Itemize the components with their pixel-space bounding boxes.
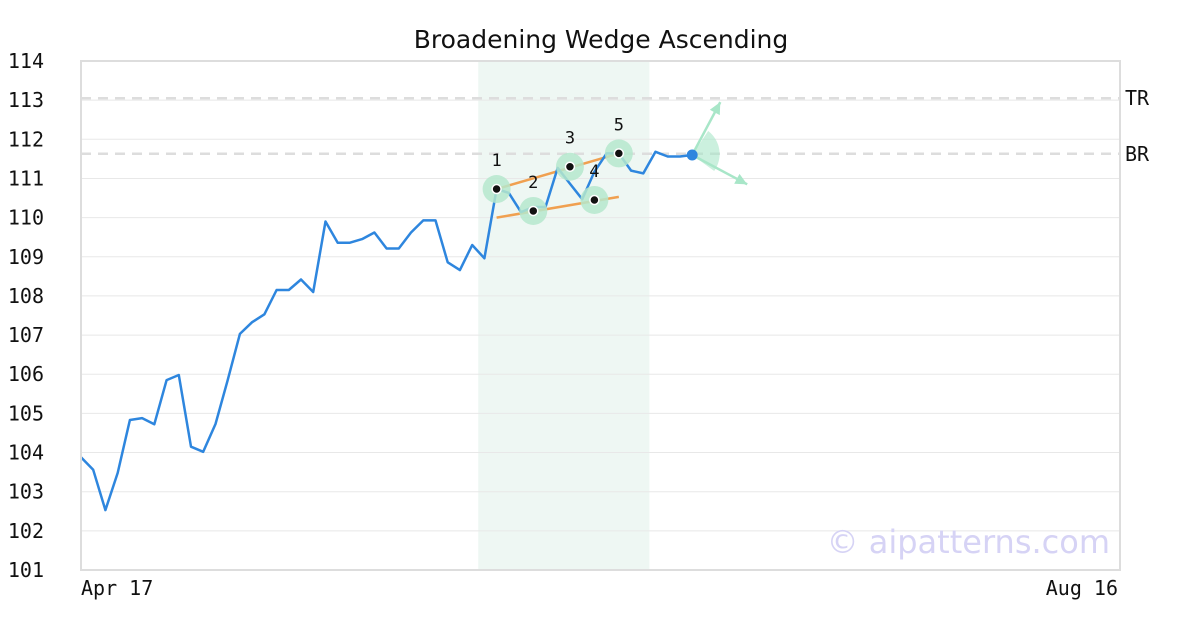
projection-up-arrow [709,102,721,116]
x-tick-start: Apr 17 [81,576,153,600]
y-tick-label: 107 [8,323,44,347]
y-tick-label: 112 [8,127,44,151]
pattern-point-1 [491,183,502,195]
plot-border [80,60,1121,571]
plot-frame [80,60,1121,571]
y-tick-label: 101 [8,558,44,582]
pattern-point-label: 4 [589,162,599,182]
pattern-point-label: 2 [528,173,538,193]
series-line [80,150,693,512]
y-tick-label: 103 [8,480,44,504]
y-tick-label: 105 [8,401,44,425]
y-tick-label: 108 [8,284,44,308]
y-tick-label: 110 [8,206,44,230]
pattern-point-5 [613,148,625,159]
y-tick-label: 111 [8,166,44,190]
pattern-point-label: 1 [491,151,501,171]
chart-title: Broadening Wedge Ascending [414,25,789,54]
price-series [80,150,693,512]
y-tick-label: 104 [8,441,44,465]
pattern-point-3 [564,161,576,172]
pattern-points [482,139,633,225]
level-label-tr: TR [1125,86,1150,110]
current-point [686,149,698,161]
watermark: © aipatterns.com [827,523,1110,561]
pattern-point-label: 3 [565,129,575,149]
y-tick-label: 109 [8,245,44,269]
pattern-point-label: 5 [614,115,624,135]
projection [686,101,748,186]
pattern-point-2 [528,205,539,217]
y-tick-label: 113 [8,88,44,112]
y-tick-label: 106 [8,362,44,386]
level-lines [81,96,1120,156]
projection-wedge [692,130,720,171]
labels: Broadening Wedge Ascending Apr 17 Aug 16… [8,25,1150,600]
y-tick-label: 114 [8,49,44,73]
projection-down-arrow [734,173,748,185]
level-label-br: BR [1125,142,1150,166]
pattern-point-4 [589,194,600,206]
y-tick-label: 102 [8,519,44,543]
x-tick-end: Aug 16 [1046,576,1118,600]
